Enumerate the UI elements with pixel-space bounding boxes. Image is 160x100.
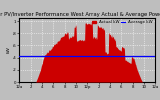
Title: Solar PV/Inverter Performance West Array Actual & Average Power Output: Solar PV/Inverter Performance West Array…: [0, 12, 160, 17]
Y-axis label: kW: kW: [7, 47, 11, 53]
Legend: Actual kW, Average kW: Actual kW, Average kW: [92, 20, 153, 25]
